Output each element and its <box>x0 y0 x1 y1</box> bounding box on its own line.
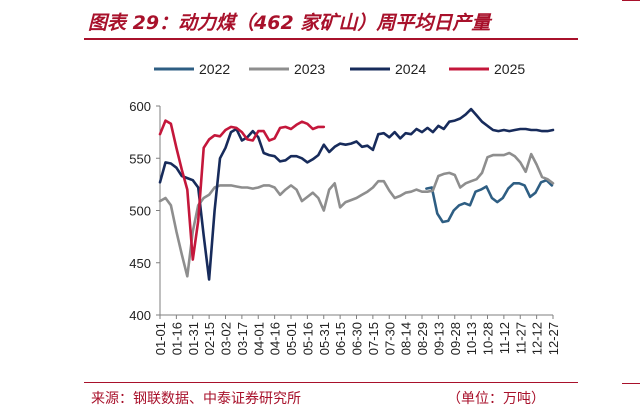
y-axis: 400 450 500 550 600 <box>129 99 161 323</box>
y-tick-label: 600 <box>129 99 151 114</box>
y-tick-label: 550 <box>129 151 151 166</box>
x-tick-label: 11-27 <box>513 322 528 354</box>
x-tick-label: 11-12 <box>497 322 512 354</box>
x-tick-label: 04-01 <box>251 322 266 355</box>
right-edge-rule-top <box>622 0 640 1</box>
x-tick-label: 10-13 <box>464 322 479 355</box>
y-tick-label: 500 <box>129 204 151 219</box>
x-axis: 01-01 01-16 01-31 02-15 03-02 03-17 04-01 04-16… <box>153 314 561 355</box>
x-tick-label: 12-27 <box>546 322 561 355</box>
legend: 2022 2023 2024 2025 <box>154 61 525 77</box>
x-tick-label: 08-14 <box>399 322 414 355</box>
x-tick-label: 06-30 <box>350 322 365 355</box>
x-tick-label: 01-31 <box>186 322 201 355</box>
unit-note: （单位：万吨） <box>447 391 545 407</box>
title-rule <box>84 38 578 40</box>
x-tick-label: 07-30 <box>382 322 397 355</box>
x-tick-label: 03-02 <box>219 322 234 355</box>
x-tick-label: 07-15 <box>366 322 381 355</box>
page-title: 图表 29：动力煤（462 家矿山）周平均日产量 <box>88 12 491 34</box>
x-tick-label: 01-01 <box>153 322 168 355</box>
legend-label-2024: 2024 <box>395 61 426 77</box>
x-tick-label: 06-15 <box>333 322 348 355</box>
x-tick-label: 10-28 <box>481 322 496 355</box>
series-line-2025 <box>158 119 326 261</box>
y-tick-label: 400 <box>129 308 151 323</box>
legend-label-2025: 2025 <box>494 61 525 77</box>
legend-label-2022: 2022 <box>199 61 230 77</box>
source-rule <box>84 382 578 383</box>
series-line-2024 <box>158 107 555 281</box>
x-tick-label: 04-16 <box>268 322 283 355</box>
x-tick-label: 03-17 <box>235 322 250 355</box>
right-edge-rule-bottom <box>622 383 640 384</box>
x-tick-label: 05-31 <box>317 322 332 355</box>
legend-label-2023: 2023 <box>294 61 325 77</box>
plot-series <box>158 107 555 281</box>
series-line-2022 <box>425 178 554 224</box>
series-line-2023 <box>158 151 555 278</box>
x-tick-label: 01-16 <box>169 322 184 355</box>
x-tick-label: 08-29 <box>415 322 430 355</box>
x-tick-label: 09-28 <box>448 322 463 355</box>
x-tick-label: 02-15 <box>202 322 217 355</box>
x-tick-label: 09-13 <box>431 322 446 355</box>
y-tick-label: 450 <box>129 256 151 271</box>
x-tick-label: 05-01 <box>284 322 299 355</box>
x-tick-label: 05-16 <box>300 322 315 355</box>
x-tick-label: 12-12 <box>530 322 545 355</box>
source-note: 来源：钢联数据、中泰证券研究所 <box>91 391 301 407</box>
